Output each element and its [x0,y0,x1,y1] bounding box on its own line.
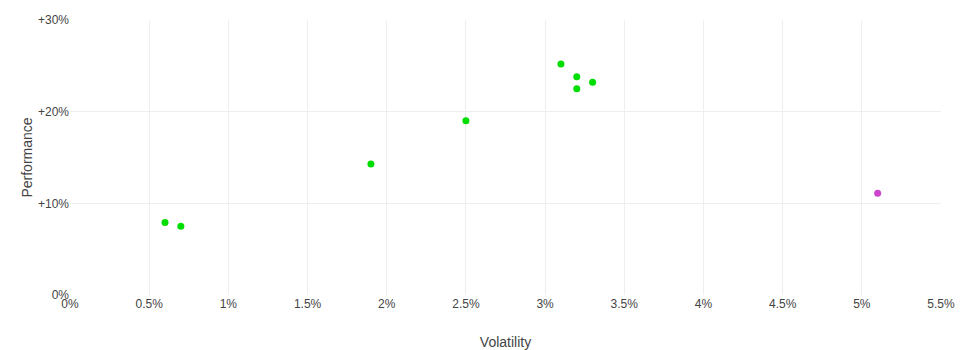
svg-text:2%: 2% [378,297,396,311]
svg-text:5%: 5% [853,297,871,311]
svg-text:4.5%: 4.5% [769,297,797,311]
svg-text:Volatility: Volatility [480,334,531,350]
svg-text:0%: 0% [61,297,79,311]
svg-text:+30%: +30% [38,13,69,27]
svg-text:Performance: Performance [19,117,35,197]
svg-text:3.5%: 3.5% [611,297,639,311]
svg-text:4%: 4% [695,297,713,311]
svg-text:0.5%: 0.5% [136,297,164,311]
svg-text:5.5%: 5.5% [927,297,955,311]
svg-text:0%: 0% [52,288,70,302]
svg-text:1%: 1% [220,297,238,311]
svg-text:3%: 3% [536,297,554,311]
svg-text:1.5%: 1.5% [294,297,322,311]
svg-text:+20%: +20% [38,105,69,119]
svg-text:+10%: +10% [38,197,69,211]
svg-text:2.5%: 2.5% [452,297,480,311]
